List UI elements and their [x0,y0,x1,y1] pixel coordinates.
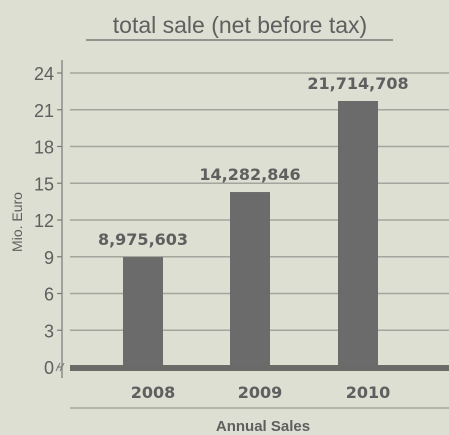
data-label-2009: 14,282,846 [199,165,300,184]
axis-break-mark [55,362,61,372]
y-tick-label: 9 [44,248,54,268]
bar-2008 [123,257,163,367]
data-label-2008: 8,975,603 [98,230,188,249]
x-axis-baseline [70,365,449,371]
labels-layer: 8,975,603 2008 14,282,846 2009 21,714,708 201… [98,74,409,402]
y-axis-label: Mio. Euro [9,192,25,252]
y-tick-label: 24 [34,64,54,84]
y-tick-label: 12 [34,211,54,231]
y-tick-label: 15 [34,174,54,194]
x-tick-label-2008: 2008 [131,383,176,402]
x-tick-label-2010: 2010 [346,383,391,402]
x-tick-label-2009: 2009 [238,383,283,402]
y-tick-label: 6 [44,285,54,305]
x-axis-label: Annual Sales [216,418,310,435]
axis-layer: 0 3 6 9 12 15 18 21 24 [34,60,449,409]
bar-2010 [338,100,378,368]
chart-title: total sale (net before tax) [113,12,367,38]
axis-break-mark [59,362,65,372]
y-tick-label: 21 [34,101,54,121]
y-tick-label: 3 [44,321,54,341]
y-tick-label: 0 [44,358,54,378]
y-tick-label: 18 [34,138,54,158]
bars-layer [123,100,378,368]
bar-2009 [230,192,270,367]
data-label-2010: 21,714,708 [307,74,408,93]
